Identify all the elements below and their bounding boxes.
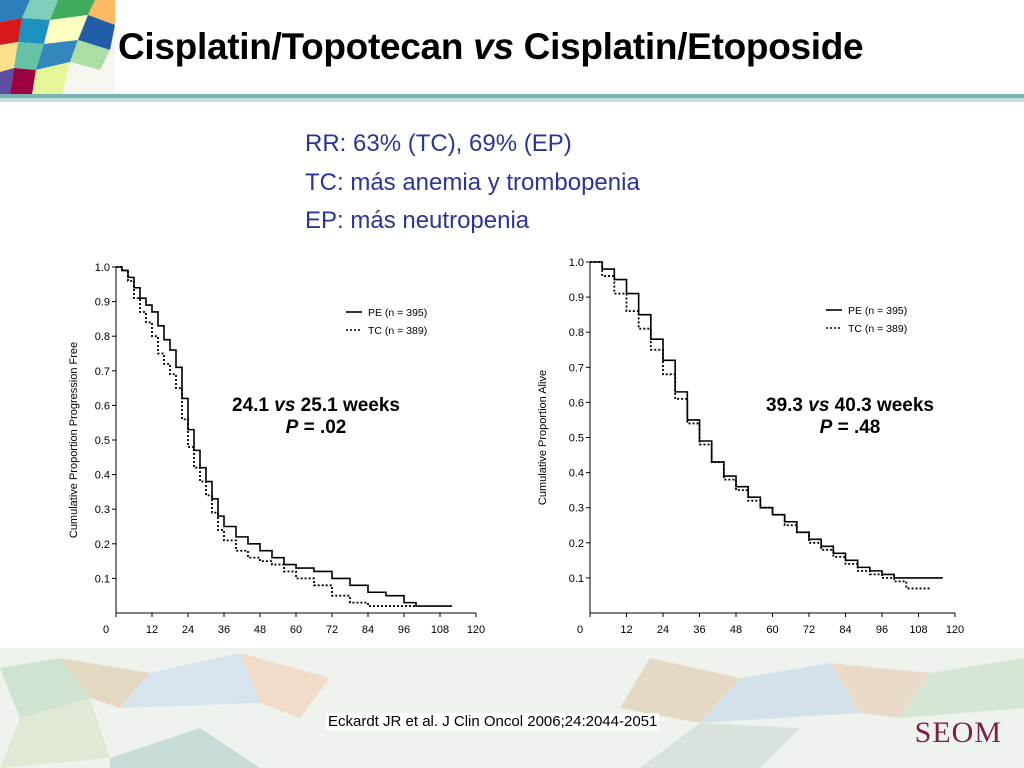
bullet-tc-toxicity: TC: más anemia y trombopenia — [305, 169, 640, 196]
chart2-ytick-label: 0.6 — [569, 397, 584, 409]
chart2-xtick-label: 24 — [657, 624, 669, 636]
chart2-ytick-label: 0.2 — [569, 538, 584, 550]
chart2-ytick-label: 1.0 — [569, 257, 584, 269]
chart2-legend-label-1: PE (n = 395) — [848, 305, 907, 317]
chart2-xtick-label: 120 — [946, 624, 964, 636]
chart1-ytick-label: 0.7 — [95, 366, 110, 378]
chart1-xtick-label: 96 — [398, 624, 410, 636]
chart2-y-axis-label: Cumulative Proportion Alive — [537, 370, 549, 505]
seom-logo: SEOM — [914, 716, 1002, 749]
chart2-xtick-label: 12 — [620, 624, 632, 636]
chart2-xtick-label: 84 — [839, 624, 851, 636]
chart1-annotation-weeks: 24.1 vs 25.1 weeks — [232, 395, 400, 416]
chart1-xtick-label: 72 — [326, 624, 338, 636]
chart2-annotation-weeks: 39.3 vs 40.3 weeks — [766, 395, 934, 416]
chart1-annotation-pvalue: P = .02 — [285, 417, 347, 438]
chart1-legend-label-1: PE (n = 395) — [368, 307, 427, 319]
chart2-xtick-label: 0 — [577, 624, 583, 636]
chart2-annotation-pvalue: P = .48 — [819, 417, 881, 438]
chart1-xtick-label: 60 — [290, 624, 302, 636]
chart1-ytick-label: 0.6 — [95, 400, 110, 412]
chart2-ytick-label: 0.9 — [569, 292, 584, 304]
chart2-ytick-label: 0.8 — [569, 327, 584, 339]
chart2-legend-label-2: TC (n = 389) — [848, 323, 907, 335]
chart1-xtick-label: 0 — [103, 624, 109, 636]
chart1-xtick-label: 108 — [431, 624, 449, 636]
chart2-series-1-line — [590, 261, 943, 579]
mosaic-footer-band — [0, 648, 1024, 768]
chart2-xtick-label: 48 — [730, 624, 742, 636]
chart1-xtick-label: 24 — [182, 624, 194, 636]
chart1-ytick-label: 0.5 — [95, 435, 110, 447]
chart1-ytick-label: 0.9 — [95, 297, 110, 309]
chart2-series-2-line — [590, 261, 931, 590]
chart1-ytick-label: 0.8 — [95, 331, 110, 343]
chart2-ytick-label: 0.3 — [569, 503, 584, 515]
chart1-annotation: 24.1 vs 25.1 weeks P = .02 — [232, 395, 400, 439]
chart1-series-1-line — [116, 266, 452, 607]
chart2-xtick-label: 36 — [693, 624, 705, 636]
chart2-ytick-label: 0.4 — [569, 468, 584, 480]
chart1-ytick-label: 0.1 — [95, 573, 110, 585]
bullet-ep-toxicity: EP: más neutropenia — [305, 207, 530, 234]
citation: Eckardt JR et al. J Clin Oncol 2006;24:2… — [326, 713, 660, 730]
chart1-xtick-label: 12 — [146, 624, 158, 636]
chart2-xtick-label: 60 — [766, 624, 778, 636]
chart2-xtick-label: 72 — [803, 624, 815, 636]
slide-title: Cisplatin/Topotecan vs Cisplatin/Etoposi… — [118, 26, 864, 67]
chart2-ytick-label: 0.5 — [569, 433, 584, 445]
chart2-ytick-label: 0.1 — [569, 573, 584, 585]
mosaic-logo-icon — [0, 0, 115, 95]
chart2-xtick-label: 96 — [876, 624, 888, 636]
chart2-annotation: 39.3 vs 40.3 weeks P = .48 — [766, 395, 934, 439]
chart1-xtick-label: 120 — [467, 624, 485, 636]
chart1-xtick-label: 84 — [362, 624, 374, 636]
chart1-ytick-label: 0.4 — [95, 470, 110, 482]
chart2-ytick-label: 0.7 — [569, 362, 584, 374]
title-divider — [0, 94, 1024, 102]
chart1-xtick-label: 36 — [218, 624, 230, 636]
chart1-xtick-label: 48 — [254, 624, 266, 636]
chart1-ytick-label: 0.2 — [95, 539, 110, 551]
chart1-y-axis-label: Cumulative Proportion Progression Free — [68, 342, 80, 538]
chart1-ytick-label: 0.3 — [95, 504, 110, 516]
chart1-legend-label-2: TC (n = 389) — [368, 325, 427, 337]
bullet-response-rate: RR: 63% (TC), 69% (EP) — [305, 130, 572, 157]
chart1-ytick-label: 1.0 — [95, 262, 110, 274]
chart2-xtick-label: 108 — [909, 624, 927, 636]
